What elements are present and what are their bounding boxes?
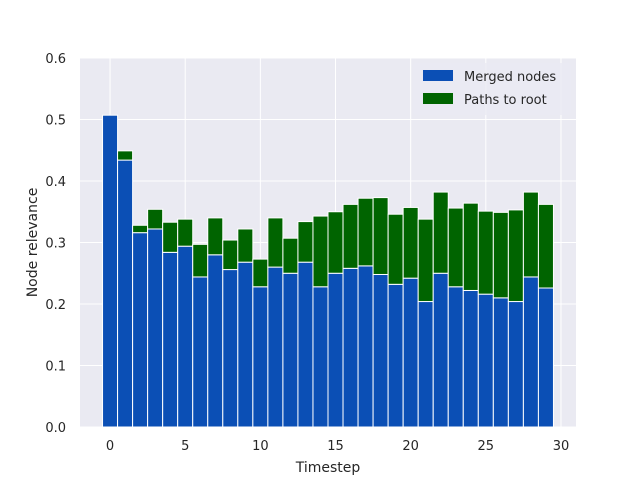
legend-label-merged-nodes: Merged nodes [464,70,556,85]
y-tick-label: 0.1 [45,360,66,375]
bar-merged-nodes [342,267,359,428]
bar-paths-to-root [462,202,479,291]
bar-merged-nodes [312,286,329,428]
bar-merged-nodes [432,272,449,428]
x-tick-label: 10 [252,439,269,454]
bar-merged-nodes [147,228,164,428]
bar-paths-to-root [537,203,554,289]
bar-merged-nodes [117,159,134,428]
bar-merged-nodes [207,254,224,428]
bar-paths-to-root [267,217,284,268]
y-tick-label: 0.4 [45,175,66,190]
bar-paths-to-root [222,239,239,271]
y-tick-label: 0.3 [45,237,66,252]
bar-paths-to-root [132,224,149,234]
bar-paths-to-root [162,221,179,253]
legend-swatch-merged-nodes [423,70,453,81]
bar-merged-nodes [252,286,269,428]
x-tick-label: 15 [327,439,344,454]
legend-swatch-paths-to-root [423,93,453,104]
bar-merged-nodes [132,232,149,428]
bar-merged-nodes [462,289,479,428]
bar-merged-nodes [522,276,539,428]
x-tick-label: 30 [553,439,570,454]
x-tick-label: 5 [181,439,189,454]
bar-paths-to-root [432,191,449,274]
bar-paths-to-root [402,206,419,279]
bar-paths-to-root [357,197,374,267]
bar-merged-nodes [507,301,524,428]
bar-merged-nodes [177,245,194,428]
bar-merged-nodes [297,261,314,428]
bar-merged-nodes [447,286,464,428]
bar-merged-nodes [282,272,299,428]
legend: Merged nodes Paths to root [413,63,571,115]
bar-merged-nodes [477,293,494,428]
bar-paths-to-root [522,191,539,278]
x-tick-label: 25 [478,439,495,454]
bar-paths-to-root [312,215,329,288]
bar-merged-nodes [327,272,344,428]
bar-paths-to-root [117,150,134,161]
bar-merged-nodes [417,301,434,428]
y-tick-label: 0.0 [45,421,66,436]
x-axis-label: Timestep [295,460,361,476]
y-tick-label: 0.2 [45,298,66,313]
bar-paths-to-root [327,211,344,274]
bar-paths-to-root [237,228,254,263]
bar-merged-nodes [192,276,209,428]
y-tick-labels: 0.0 0.1 0.2 0.3 0.4 0.5 0.6 [45,52,66,436]
bar-merged-nodes [492,297,509,428]
y-tick-label: 0.5 [45,114,66,129]
bar-paths-to-root [507,209,524,303]
bar-paths-to-root [252,258,269,288]
bar-merged-nodes [372,273,389,428]
bar-paths-to-root [372,197,389,275]
bar-paths-to-root [417,218,434,303]
bar-paths-to-root [192,243,209,278]
bars [102,114,554,428]
x-tick-label: 20 [402,439,419,454]
bar-merged-nodes [267,266,284,428]
bar-paths-to-root [492,211,509,299]
bar-paths-to-root [387,213,404,285]
bar-merged-nodes [102,114,119,428]
bar-paths-to-root [447,207,464,288]
bar-merged-nodes [222,269,239,428]
x-tick-labels: 0 5 10 15 20 25 30 [106,439,569,454]
bar-merged-nodes [357,265,374,428]
bar-paths-to-root [177,218,194,247]
bar-paths-to-root [147,208,164,230]
x-tick-label: 0 [106,439,114,454]
bar-paths-to-root [342,203,359,269]
bar-paths-to-root [477,210,494,295]
bar-paths-to-root [282,237,299,274]
bar-paths-to-root [297,221,314,263]
legend-label-paths-to-root: Paths to root [464,93,547,108]
y-axis-label: Node relevance [25,188,41,298]
bar-paths-to-root [207,217,224,256]
bar-merged-nodes [537,287,554,428]
bar-merged-nodes [162,251,179,428]
y-tick-label: 0.6 [45,52,66,67]
bar-merged-nodes [237,261,254,428]
bar-merged-nodes [387,283,404,428]
bar-merged-nodes [402,277,419,428]
